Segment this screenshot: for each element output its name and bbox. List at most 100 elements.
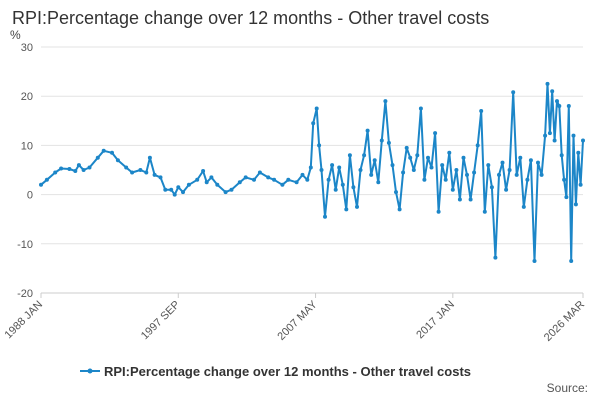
data-point[interactable]	[323, 214, 327, 219]
data-point[interactable]	[482, 209, 487, 214]
data-point[interactable]	[418, 106, 423, 111]
data-point[interactable]	[415, 153, 420, 158]
data-point[interactable]	[195, 177, 200, 182]
data-point[interactable]	[573, 202, 578, 207]
data-point[interactable]	[408, 155, 413, 160]
data-point[interactable]	[358, 168, 363, 172]
data-point[interactable]	[493, 255, 498, 260]
data-point[interactable]	[550, 89, 555, 94]
data-point[interactable]	[326, 177, 331, 182]
data-point[interactable]	[280, 182, 285, 187]
data-point[interactable]	[351, 185, 356, 190]
data-point[interactable]	[532, 259, 537, 263]
data-point[interactable]	[67, 167, 72, 171]
data-point[interactable]	[379, 138, 384, 143]
data-point[interactable]	[390, 163, 395, 168]
data-point[interactable]	[81, 168, 86, 172]
data-point[interactable]	[447, 150, 452, 155]
data-point[interactable]	[422, 177, 427, 182]
data-point[interactable]	[243, 175, 248, 180]
data-point[interactable]	[475, 143, 480, 148]
data-point[interactable]	[172, 192, 177, 197]
data-point[interactable]	[539, 172, 544, 177]
data-point[interactable]	[511, 90, 516, 95]
data-point[interactable]	[95, 155, 100, 160]
data-point[interactable]	[457, 197, 462, 202]
data-point[interactable]	[497, 172, 501, 177]
data-point[interactable]	[124, 165, 129, 170]
data-point[interactable]	[426, 155, 430, 160]
data-point[interactable]	[305, 177, 310, 182]
data-point[interactable]	[404, 145, 409, 150]
data-point[interactable]	[355, 204, 359, 209]
data-point[interactable]	[386, 140, 391, 145]
data-point[interactable]	[169, 187, 174, 192]
data-point[interactable]	[504, 187, 509, 192]
data-point[interactable]	[578, 182, 583, 187]
data-point[interactable]	[266, 175, 271, 180]
data-point[interactable]	[372, 158, 377, 163]
data-point[interactable]	[552, 138, 557, 143]
data-point[interactable]	[176, 185, 181, 190]
data-point[interactable]	[576, 150, 581, 155]
data-point[interactable]	[223, 190, 228, 195]
data-point[interactable]	[158, 175, 163, 180]
data-point[interactable]	[489, 185, 494, 190]
data-point[interactable]	[514, 172, 519, 177]
data-point[interactable]	[369, 172, 374, 177]
data-series[interactable]	[39, 81, 585, 263]
data-point[interactable]	[562, 177, 567, 182]
data-point[interactable]	[138, 168, 143, 172]
data-point[interactable]	[317, 143, 322, 148]
data-point[interactable]	[319, 168, 324, 172]
data-point[interactable]	[130, 170, 135, 175]
data-point[interactable]	[101, 148, 106, 153]
data-point[interactable]	[401, 170, 406, 175]
data-point[interactable]	[147, 155, 152, 160]
data-point[interactable]	[115, 158, 120, 163]
data-point[interactable]	[252, 177, 256, 182]
data-point[interactable]	[237, 180, 242, 185]
data-point[interactable]	[286, 177, 291, 182]
data-point[interactable]	[209, 175, 214, 180]
data-point[interactable]	[347, 153, 352, 158]
data-point[interactable]	[564, 195, 569, 200]
data-point[interactable]	[87, 165, 92, 170]
data-point[interactable]	[308, 165, 313, 170]
data-point[interactable]	[397, 207, 402, 212]
data-point[interactable]	[330, 163, 335, 168]
legend[interactable]: RPI:Percentage change over 12 months - O…	[80, 364, 471, 379]
data-point[interactable]	[543, 133, 548, 138]
data-point[interactable]	[581, 138, 585, 143]
data-point[interactable]	[44, 177, 49, 182]
data-point[interactable]	[272, 177, 277, 182]
data-point[interactable]	[528, 158, 533, 163]
data-point[interactable]	[429, 165, 434, 170]
data-point[interactable]	[314, 106, 319, 111]
data-point[interactable]	[201, 169, 206, 173]
data-point[interactable]	[555, 99, 559, 104]
data-point[interactable]	[559, 153, 564, 158]
data-point[interactable]	[163, 187, 168, 192]
data-point[interactable]	[215, 182, 220, 187]
data-point[interactable]	[479, 109, 484, 113]
data-point[interactable]	[411, 168, 416, 172]
data-point[interactable]	[181, 190, 185, 195]
data-point[interactable]	[440, 163, 445, 168]
data-point[interactable]	[443, 177, 448, 182]
data-point[interactable]	[344, 207, 349, 212]
data-point[interactable]	[518, 155, 523, 160]
data-point[interactable]	[76, 163, 81, 168]
data-point[interactable]	[229, 187, 234, 192]
data-point[interactable]	[486, 163, 491, 168]
data-point[interactable]	[152, 172, 157, 177]
data-point[interactable]	[53, 170, 58, 175]
data-point[interactable]	[468, 197, 473, 202]
data-point[interactable]	[294, 180, 299, 185]
data-point[interactable]	[59, 166, 64, 171]
data-point[interactable]	[73, 169, 78, 173]
data-point[interactable]	[569, 259, 574, 263]
data-point[interactable]	[311, 121, 316, 126]
data-point[interactable]	[362, 153, 367, 158]
data-point[interactable]	[557, 104, 562, 108]
